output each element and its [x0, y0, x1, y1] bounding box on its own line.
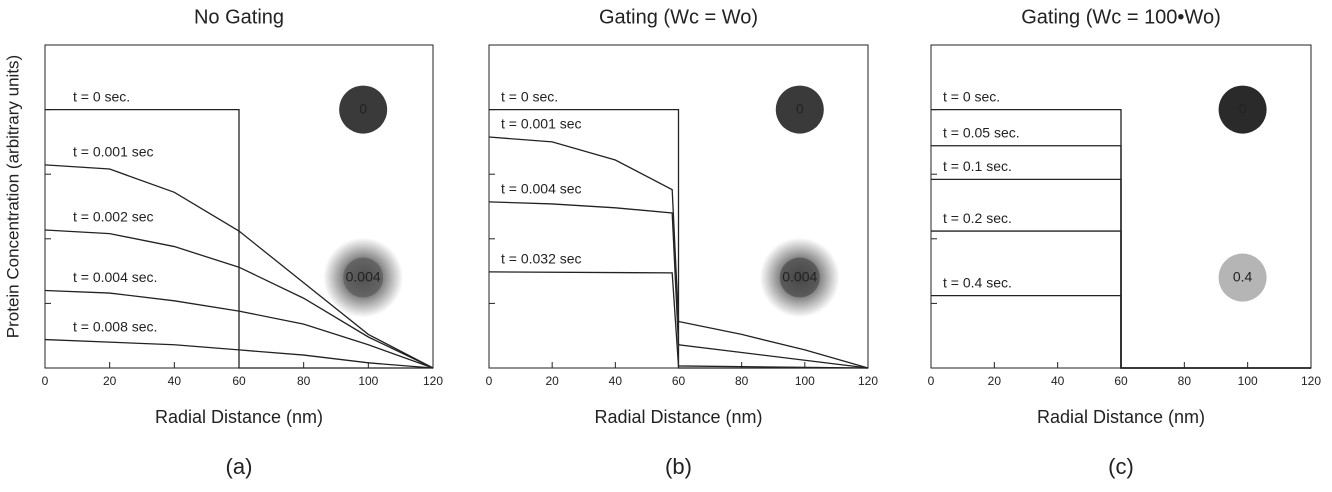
series-label: t = 0.032 sec [501, 251, 582, 267]
x-tick-label: 20 [988, 374, 1002, 388]
series-label: t = 0.4 sec. [943, 274, 1012, 290]
series-label: t = 0.001 sec [73, 144, 154, 160]
x-tick-label: 80 [297, 374, 311, 388]
series-label: t = 0.004 sec [501, 181, 582, 197]
x-tick-label: 60 [1114, 374, 1128, 388]
x-tick-label: 40 [168, 374, 182, 388]
series-label: t = 0.2 sec. [943, 210, 1012, 226]
inset-label: 0.004 [782, 268, 817, 284]
x-axis-label: Radial Distance (nm) [155, 407, 323, 427]
series-label: t = 0 sec. [501, 88, 558, 104]
series-label: t = 0.05 sec. [943, 124, 1020, 140]
chart-title: Gating (Wc = Wo) [599, 6, 758, 28]
series-label: t = 0.004 sec. [73, 269, 157, 285]
x-tick-label: 40 [609, 374, 623, 388]
inset-label: 0 [359, 100, 367, 116]
caption: (a) [226, 454, 253, 479]
x-tick-label: 100 [795, 374, 815, 388]
x-tick-label: 80 [1178, 374, 1192, 388]
series-line [44, 229, 434, 369]
series-line [44, 338, 434, 369]
inset-disc [1218, 253, 1267, 302]
x-tick-label: 120 [423, 374, 443, 388]
caption: (c) [1108, 454, 1134, 479]
y-axis-label: Protein Concentration (arbitrary units) [3, 55, 22, 338]
x-tick-label: 120 [1301, 374, 1321, 388]
series-label: t = 0.002 sec [73, 209, 154, 225]
x-tick-label: 0 [928, 374, 935, 388]
inset-core [343, 257, 384, 298]
series-line [44, 164, 434, 369]
series-line [488, 201, 869, 369]
x-tick-label: 20 [103, 374, 117, 388]
x-tick-label: 100 [1238, 374, 1258, 388]
chart-title: No Gating [194, 6, 284, 28]
x-tick-label: 20 [545, 374, 559, 388]
series-line [488, 271, 869, 369]
series-line [931, 294, 1311, 369]
x-axis-label: Radial Distance (nm) [1037, 407, 1205, 427]
inset-disc [1218, 85, 1267, 134]
series-label: t = 0 sec. [73, 88, 130, 104]
x-tick-label: 100 [358, 374, 378, 388]
series-line [489, 108, 868, 369]
x-tick-label: 60 [672, 374, 686, 388]
series-line [45, 108, 433, 369]
series-line [44, 289, 434, 369]
series-label: t = 0.008 sec. [73, 318, 157, 334]
inset-disc [775, 85, 824, 134]
series-label: t = 0 sec. [943, 88, 1000, 104]
inset-label: 0.004 [346, 268, 381, 284]
inset-label: 0.4 [1233, 268, 1253, 284]
series-label: t = 0.1 sec. [943, 158, 1012, 174]
inset-disc [339, 85, 388, 134]
x-tick-label: 120 [858, 374, 878, 388]
x-tick-label: 0 [486, 374, 493, 388]
series-label: t = 0.001 sec [501, 116, 582, 132]
caption: (b) [665, 454, 692, 479]
x-tick-label: 40 [1051, 374, 1065, 388]
inset-core [779, 257, 820, 298]
x-axis-label: Radial Distance (nm) [594, 407, 762, 427]
x-tick-label: 0 [42, 374, 49, 388]
inset-label: 0 [1239, 100, 1247, 116]
x-tick-label: 80 [735, 374, 749, 388]
chart-title: Gating (Wc = 100•Wo) [1021, 6, 1220, 28]
x-tick-label: 60 [232, 374, 246, 388]
series-line [488, 136, 869, 369]
inset-label: 0 [796, 100, 804, 116]
